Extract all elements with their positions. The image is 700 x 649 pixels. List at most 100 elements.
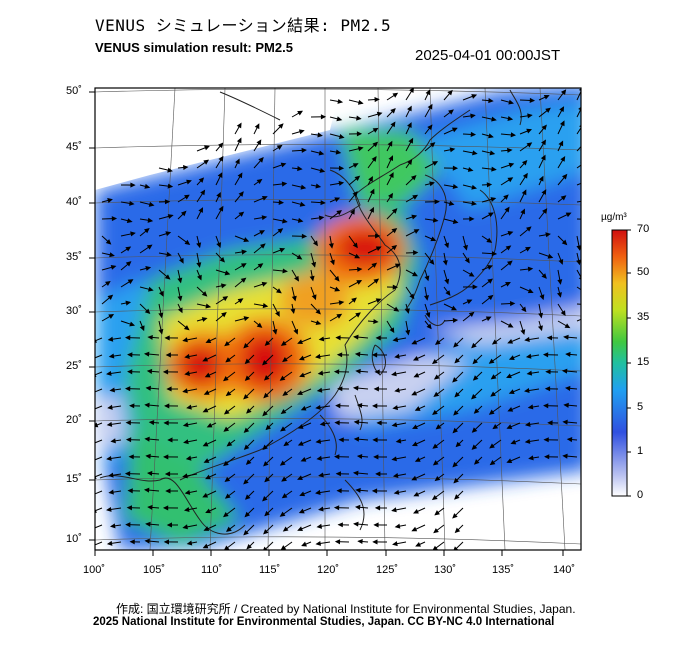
wind-arrowhead bbox=[244, 375, 251, 382]
wind-arrowhead bbox=[434, 199, 440, 205]
wind-arrowhead bbox=[224, 270, 231, 276]
wind-arrowhead bbox=[508, 99, 515, 105]
wind-arrowhead bbox=[560, 155, 566, 162]
wind-arrowhead bbox=[201, 317, 208, 322]
wind-arrowhead bbox=[261, 215, 268, 221]
wind-arrowhead bbox=[258, 157, 264, 163]
wind-arrowhead bbox=[412, 250, 419, 256]
wind-arrowhead bbox=[559, 120, 565, 127]
wind-arrowhead bbox=[449, 147, 456, 153]
wind-arrowhead bbox=[315, 404, 321, 410]
wind-arrowhead bbox=[238, 211, 245, 217]
wind-arrowhead bbox=[272, 329, 278, 335]
wind-arrowhead bbox=[108, 472, 114, 478]
title-japanese: VENUS シミュレーション結果: PM2.5 bbox=[95, 16, 392, 35]
wind-arrow bbox=[576, 286, 581, 291]
wind-arrowhead bbox=[329, 259, 335, 266]
wind-arrowhead bbox=[505, 245, 512, 251]
wind-arrowhead bbox=[127, 488, 133, 494]
wind-arrowhead bbox=[558, 259, 564, 265]
wind-arrowhead bbox=[95, 393, 96, 395]
wind-arrowhead bbox=[243, 529, 249, 536]
wind-arrowhead bbox=[206, 422, 213, 428]
wind-arrowhead bbox=[311, 294, 317, 301]
wind-arrowhead bbox=[490, 391, 496, 397]
wind-arrowhead bbox=[240, 263, 247, 268]
wind-arrowhead bbox=[334, 420, 340, 426]
colorbar-ticks bbox=[627, 229, 631, 497]
wind-arrowhead bbox=[216, 191, 221, 198]
wind-arrowhead bbox=[338, 165, 345, 171]
wind-arrowhead bbox=[89, 408, 93, 411]
wind-arrowhead bbox=[490, 197, 497, 202]
wind-arrowhead bbox=[90, 544, 94, 547]
wind-arrowhead bbox=[507, 231, 514, 236]
wind-arrowhead bbox=[279, 511, 286, 517]
wind-arrowhead bbox=[243, 427, 250, 433]
wind-arrowhead bbox=[95, 462, 96, 463]
wind-arrowhead bbox=[280, 545, 287, 550]
wind-arrowhead bbox=[357, 99, 364, 105]
wind-arrowhead bbox=[565, 351, 571, 357]
wind-arrowhead bbox=[318, 215, 325, 221]
wind-arrowhead bbox=[166, 386, 172, 392]
wind-arrowhead bbox=[182, 388, 188, 394]
wind-arrowhead bbox=[405, 329, 411, 336]
wind-arrowhead bbox=[130, 231, 136, 237]
wind-arrowhead bbox=[526, 226, 532, 232]
wind-arrowhead bbox=[107, 404, 113, 410]
wind-arrowhead bbox=[432, 443, 439, 449]
graticule bbox=[95, 88, 581, 550]
wind-arrowhead bbox=[471, 200, 477, 206]
wind-arrow bbox=[576, 107, 581, 118]
wind-arrowhead bbox=[202, 407, 209, 413]
wind-arrowhead bbox=[317, 132, 323, 138]
wind-arrowhead bbox=[297, 110, 303, 116]
wind-arrow bbox=[95, 405, 103, 410]
wind-arrowhead bbox=[240, 277, 247, 283]
wind-arrowhead bbox=[298, 355, 305, 361]
wind-arrowhead bbox=[128, 454, 134, 460]
wind-arrowhead bbox=[451, 127, 458, 133]
wind-arrowhead bbox=[246, 543, 252, 550]
wind-arrowhead bbox=[387, 140, 393, 147]
wind-arrowhead bbox=[299, 201, 306, 207]
wind-arrowhead bbox=[165, 352, 171, 358]
wind-arrowhead bbox=[182, 524, 188, 530]
wind-arrowhead bbox=[368, 176, 373, 182]
wind-arrowhead bbox=[246, 408, 252, 414]
wind-arrowhead bbox=[183, 325, 190, 331]
wind-arrowhead bbox=[521, 159, 528, 166]
wind-arrowhead bbox=[334, 197, 341, 203]
wind-arrowhead bbox=[237, 172, 243, 179]
wind-arrowhead bbox=[435, 424, 442, 430]
wind-arrowhead bbox=[372, 539, 378, 545]
wind-arrowhead bbox=[261, 281, 268, 287]
wind-arrow bbox=[576, 126, 581, 135]
wind-arrow bbox=[576, 318, 581, 322]
colorbar-label: 70 bbox=[637, 223, 650, 235]
wind-arrowhead bbox=[394, 353, 400, 359]
wind-arrowhead bbox=[469, 216, 475, 222]
wind-arrowhead bbox=[489, 150, 496, 156]
wind-arrowhead bbox=[333, 369, 340, 375]
wind-arrowhead bbox=[205, 303, 212, 309]
wind-arrowhead bbox=[177, 307, 183, 314]
wind-arrow bbox=[95, 439, 103, 444]
wind-arrowhead bbox=[413, 229, 420, 234]
wind-arrowhead bbox=[186, 179, 192, 185]
wind-arrowhead bbox=[425, 312, 431, 318]
wind-arrowhead bbox=[564, 385, 571, 391]
wind-arrowhead bbox=[243, 237, 250, 242]
wind-arrowhead bbox=[393, 489, 400, 495]
wind-vectors bbox=[89, 88, 581, 550]
wind-arrowhead bbox=[491, 116, 497, 122]
wind-arrowhead bbox=[145, 521, 151, 527]
wind-arrowhead bbox=[280, 426, 286, 432]
wind-arrowhead bbox=[167, 167, 173, 173]
wind-arrowhead bbox=[297, 475, 303, 481]
wind-arrowhead bbox=[297, 390, 303, 396]
wind-arrowhead bbox=[262, 359, 268, 366]
wind-arrowhead bbox=[542, 208, 548, 214]
wind-arrowhead bbox=[564, 323, 571, 329]
